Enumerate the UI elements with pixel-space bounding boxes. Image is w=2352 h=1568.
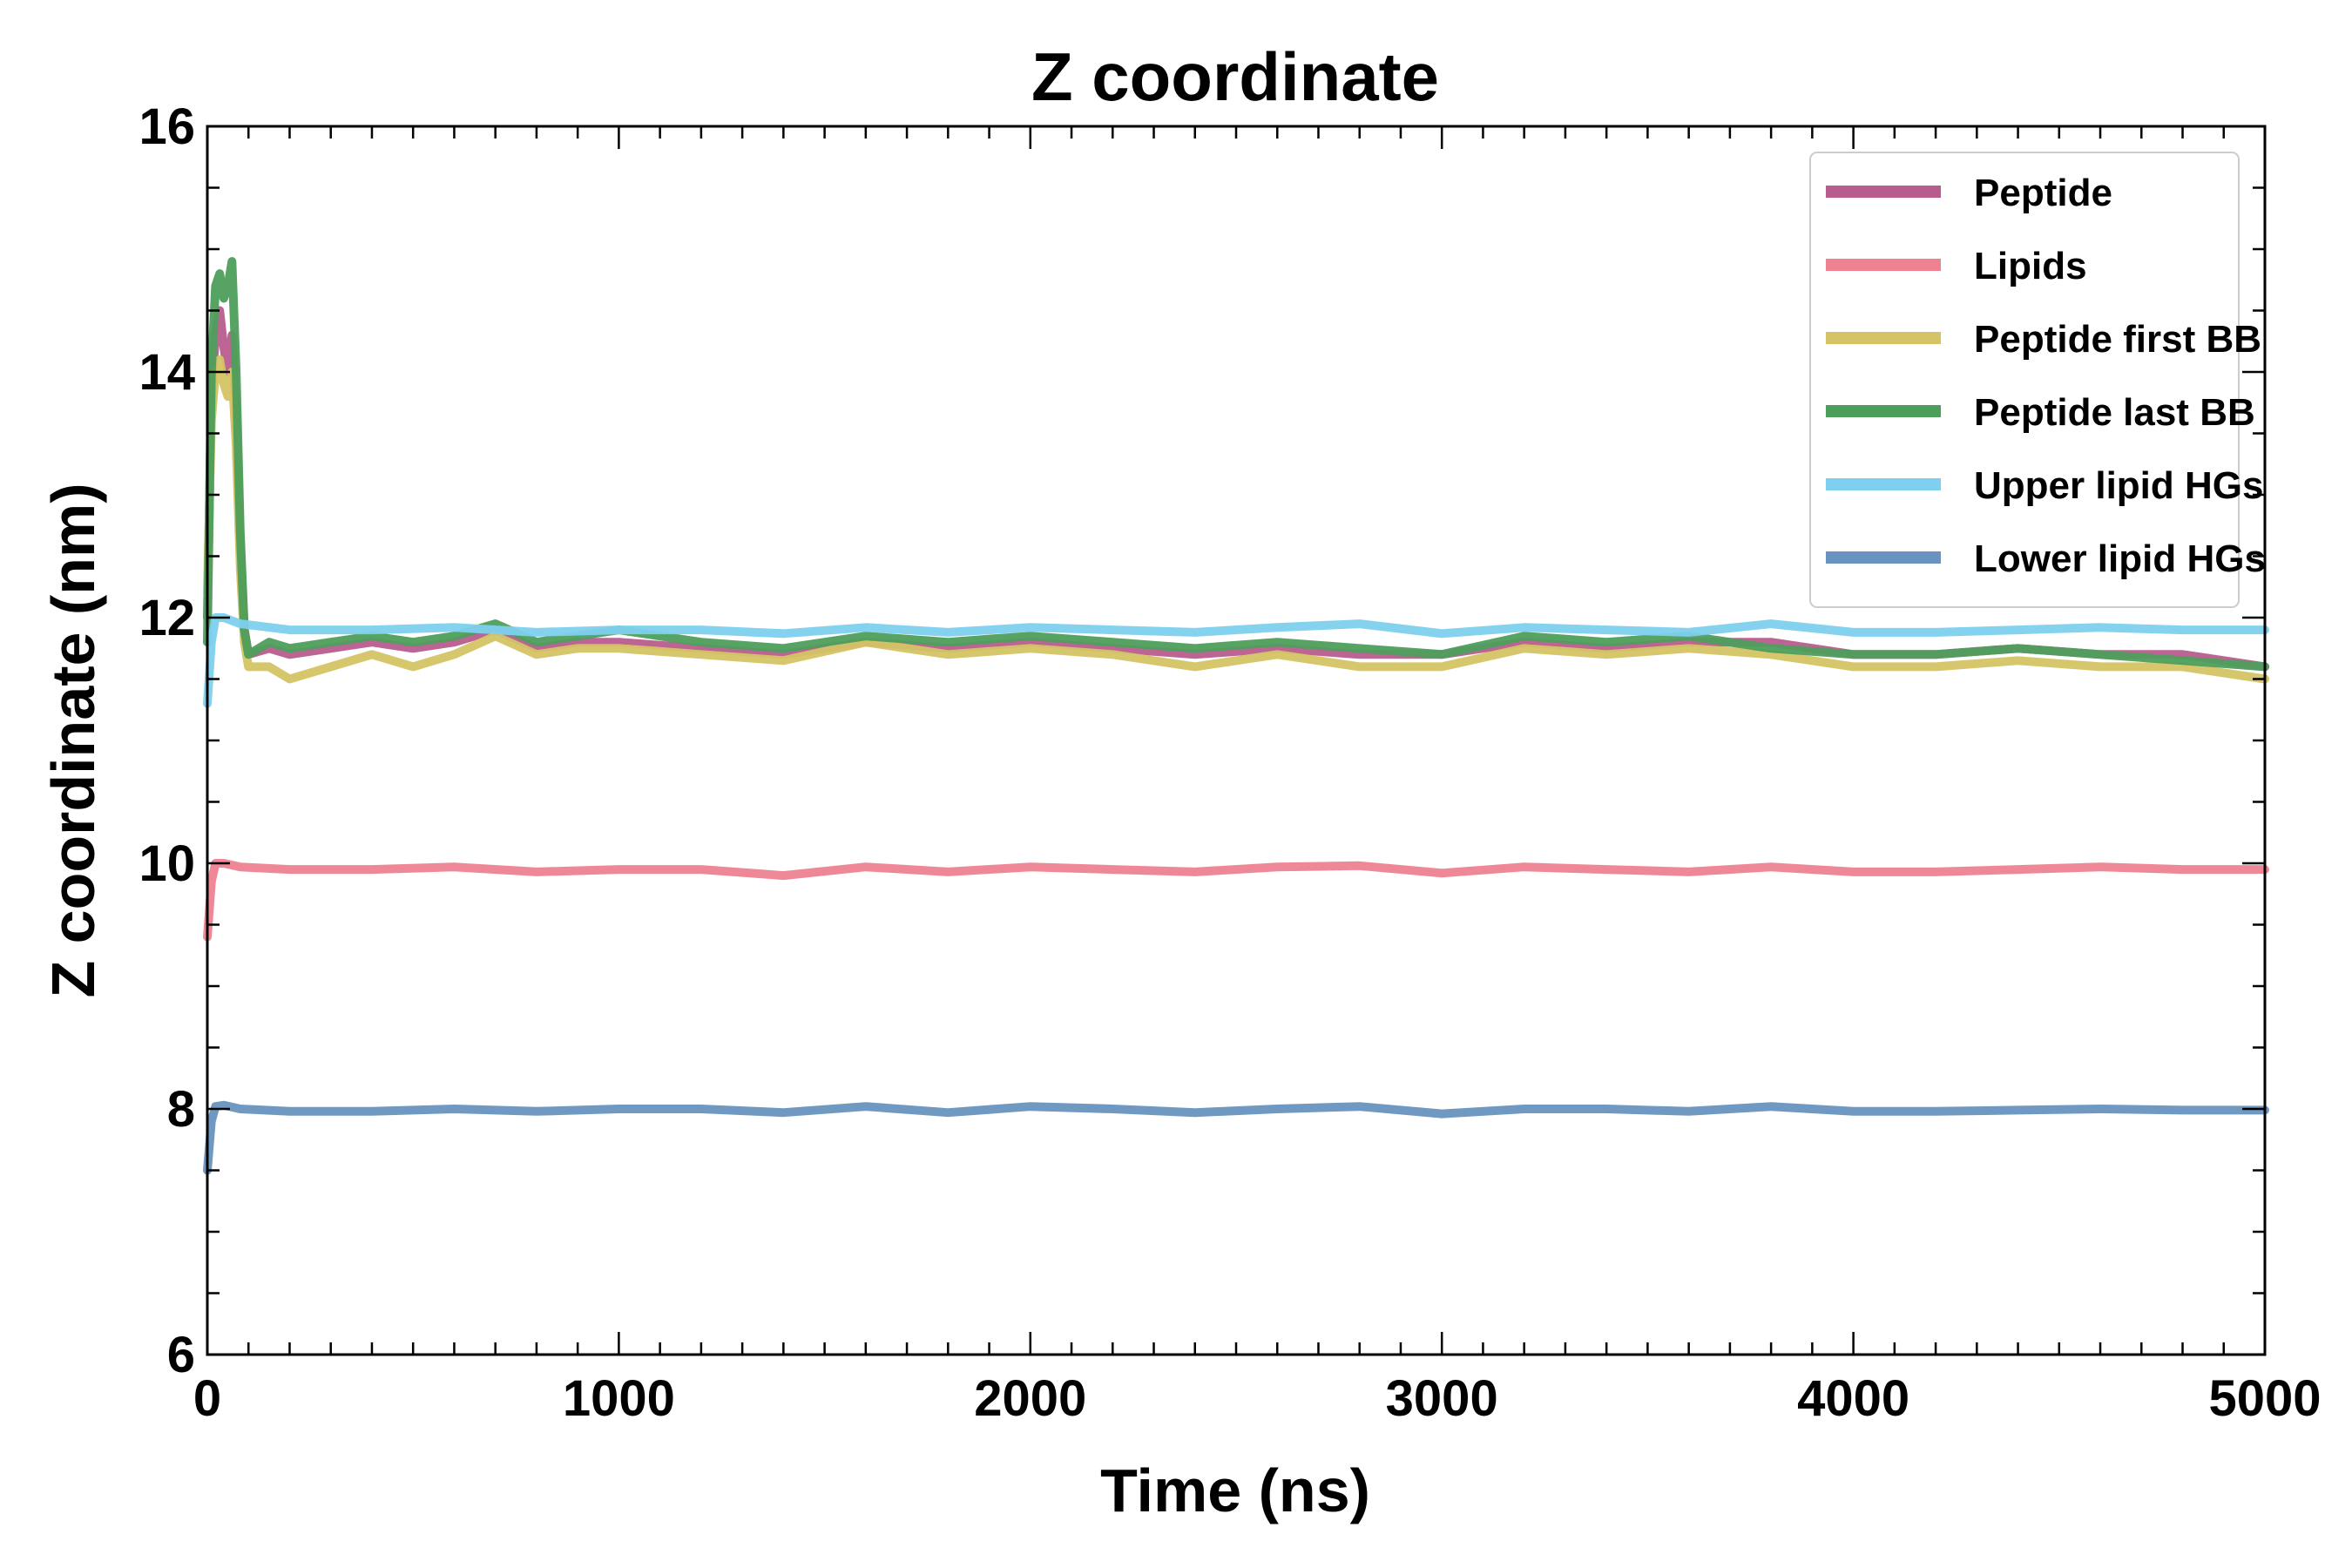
legend: Peptide Lipids Peptide first BB Peptide las… [1809,152,2266,608]
legend-label-4: Upper lipid HGs [1974,464,2263,507]
legend-label-0: Peptide [1974,172,2112,214]
legend-label-2: Peptide first BB [1974,318,2261,361]
y-tick-label-1: 8 [167,1081,195,1138]
y-tick-label-5: 16 [139,98,195,155]
y-axis-label: Z coordinate (nm) [39,483,107,997]
x-tick-label-4: 4000 [1797,1370,1909,1427]
y-tick-label-3: 12 [139,590,195,646]
legend-label-3: Peptide last BB [1974,391,2255,434]
x-axis-label: Time (ns) [1100,1456,1370,1524]
y-tick-label-2: 10 [139,835,195,892]
series-line-4 [203,613,2269,708]
series-line-5 [203,1100,2269,1175]
series-line-1 [203,859,2269,942]
x-tick-label-0: 0 [193,1370,221,1427]
x-tick-label-2: 2000 [974,1370,1086,1427]
y-tick-label-4: 14 [139,344,195,401]
plot-area [203,257,2269,1175]
legend-label-5: Lower lipid HGs [1974,537,2266,580]
axis-ticks: 0 1000 2000 3000 4000 5000 6 8 10 12 14 16 [139,98,2321,1427]
plot-frame [206,125,2267,1356]
x-tick-label-3: 3000 [1386,1370,1498,1427]
x-tick-label-5: 5000 [2208,1370,2321,1427]
chart-title: Z coordinate [1031,38,1439,115]
legend-label-1: Lipids [1974,245,2087,287]
x-tick-label-1: 1000 [563,1370,675,1427]
y-tick-label-0: 6 [167,1327,195,1383]
